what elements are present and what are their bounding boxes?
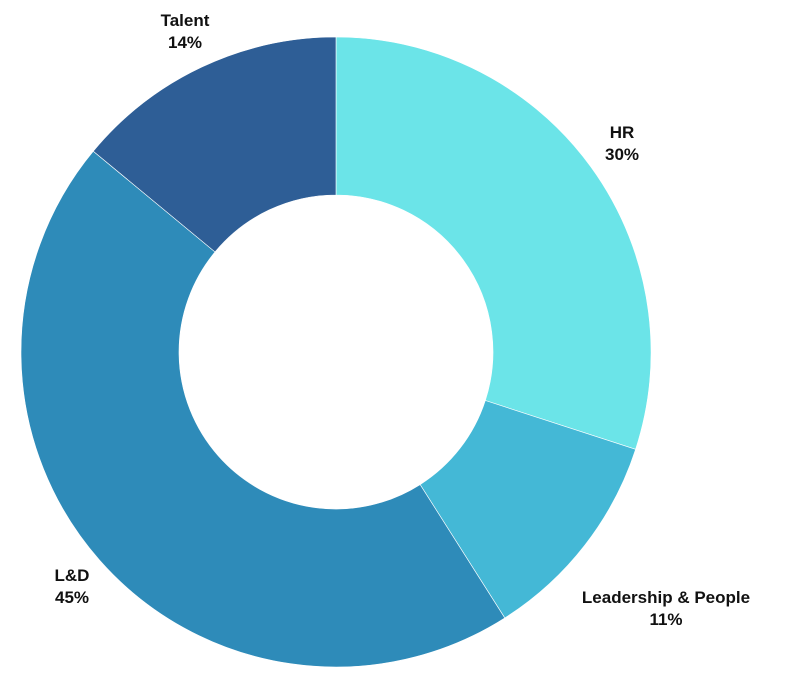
slice-value-label: 11% (649, 610, 682, 629)
slice-value-label: 30% (605, 145, 639, 164)
slice-label: Leadership & People (582, 588, 750, 607)
slice-talent (92, 36, 337, 253)
slice-value-label: 45% (55, 588, 89, 607)
slice-value-label: 14% (168, 33, 202, 52)
slice-label: L&D (55, 566, 90, 585)
slices-group (20, 36, 652, 668)
slice-label: Talent (161, 11, 210, 30)
slice-hr (335, 36, 652, 450)
slice-l-d (20, 150, 506, 668)
slice-label: HR (610, 123, 635, 142)
labels-group: HR 30% Leadership & People 11% L&D 45% Talent 1… (55, 11, 751, 629)
